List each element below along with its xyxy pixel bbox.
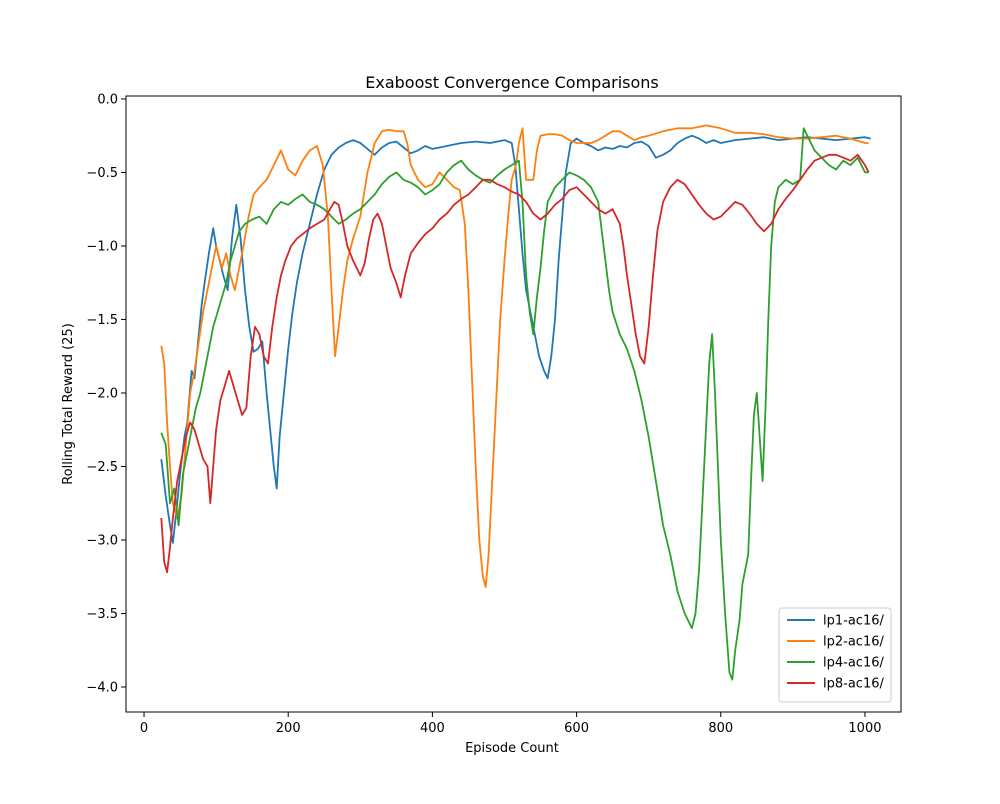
x-tick-label: 1000 xyxy=(848,721,881,736)
y-tick-label: −4.0 xyxy=(86,681,118,696)
series-line-1 xyxy=(160,134,871,544)
y-tick-label: −2.0 xyxy=(86,386,118,401)
x-tick-label: 800 xyxy=(708,721,733,736)
y-tick-label: 0.0 xyxy=(97,92,118,107)
series-line-2 xyxy=(160,124,869,588)
y-axis-label: Rolling Total Reward (25) xyxy=(61,323,76,485)
legend-label: lp2-ac16/ xyxy=(823,635,884,650)
legend-box xyxy=(778,607,892,703)
chart-title: Exaboost Convergence Comparisons xyxy=(365,73,659,92)
legend-label: lp1-ac16/ xyxy=(823,614,884,629)
legend-label: lp8-ac16/ xyxy=(823,677,884,692)
plot-frame xyxy=(125,95,902,713)
plot-area xyxy=(160,124,871,681)
x-tick-label: 0 xyxy=(140,721,148,736)
series-line-4 xyxy=(160,153,870,574)
y-tick-label: −3.0 xyxy=(86,533,118,548)
x-axis: 0 200 400 600 800 1000 xyxy=(140,712,882,736)
x-tick-label: 600 xyxy=(564,721,589,736)
x-tick-label: 400 xyxy=(420,721,445,736)
x-axis-label: Episode Count xyxy=(465,741,559,756)
legend: lp1-ac16/lp2-ac16/lp4-ac16/lp8-ac16/ xyxy=(778,607,892,703)
series-line-3 xyxy=(160,127,869,681)
y-tick-label: −2.5 xyxy=(86,460,118,475)
y-tick-label: −1.0 xyxy=(86,239,118,254)
y-axis: 0.0 −0.5 −1.0 −1.5 −2.0 −2.5 −3.0 −3.5 −4.0 xyxy=(86,92,126,696)
y-tick-label: −3.5 xyxy=(86,607,118,622)
x-tick-label: 200 xyxy=(276,721,301,736)
y-tick-label: −0.5 xyxy=(86,166,118,181)
legend-label: lp4-ac16/ xyxy=(823,656,884,671)
y-tick-label: −1.5 xyxy=(86,313,118,328)
